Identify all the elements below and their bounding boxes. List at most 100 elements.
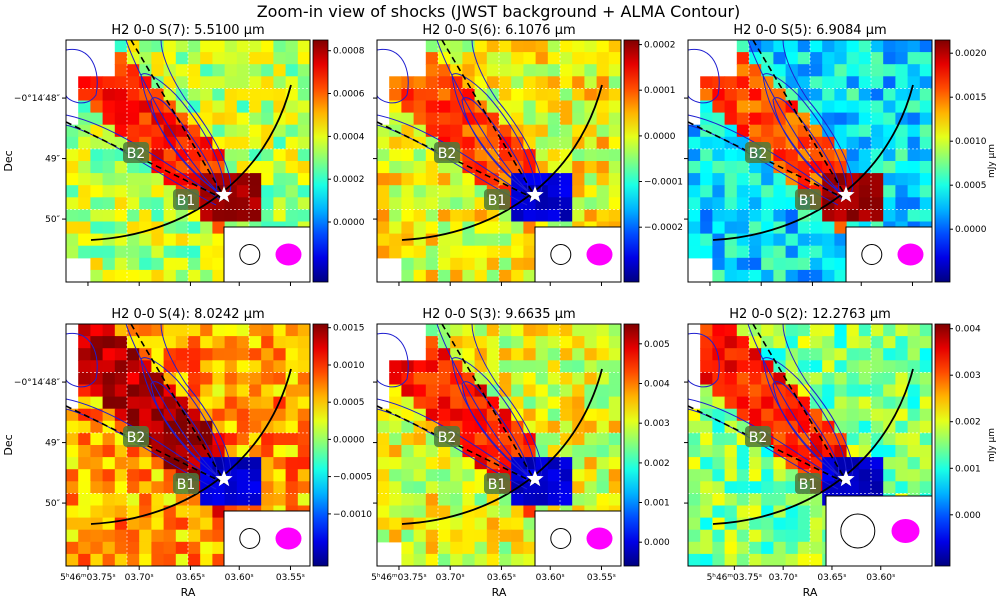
heatmap-pixel xyxy=(810,517,823,531)
heatmap-pixel xyxy=(596,469,610,482)
label-b2: B2 xyxy=(127,146,146,162)
panel-title: H2 0-0 S(6): 6.1076 µm xyxy=(422,23,575,38)
heatmap-pixel xyxy=(285,112,299,126)
heatmap-pixel xyxy=(175,445,189,458)
heatmap-pixel xyxy=(712,209,726,223)
heatmap-pixel xyxy=(919,372,932,386)
heatmap-pixel xyxy=(236,40,250,53)
heatmap-pixel xyxy=(261,100,274,114)
outflow-edge-dashed xyxy=(752,324,849,485)
heatmap-pixel xyxy=(736,396,750,410)
heatmap-pixel xyxy=(273,372,287,386)
heatmap-pixel xyxy=(736,257,750,271)
heatmap-pixel xyxy=(188,76,201,89)
x-tick-label: 03.65ˢ xyxy=(487,573,516,583)
heatmap-pixel xyxy=(212,64,226,77)
heatmap-pixel xyxy=(608,469,621,482)
heatmap-pixel xyxy=(249,336,262,349)
heatmap-pixel xyxy=(401,481,415,494)
heatmap-pixel xyxy=(425,185,439,198)
heatmap-pixel xyxy=(724,336,738,349)
heatmap-pixel xyxy=(102,481,116,494)
heatmap-pixel xyxy=(871,185,884,198)
heatmap-pixel xyxy=(450,553,463,566)
axes-frame xyxy=(376,323,622,567)
heatmap-pixel xyxy=(883,161,896,174)
heatmap-pixel xyxy=(175,233,189,247)
heatmap-pixel xyxy=(907,52,921,65)
heatmap-pixel xyxy=(871,348,884,361)
heatmap-pixel xyxy=(273,88,287,102)
heatmap-pixel xyxy=(188,269,201,282)
heatmap-pixel xyxy=(499,517,512,531)
heatmap-pixel xyxy=(871,52,884,65)
heatmap-pixel xyxy=(907,100,921,114)
heatmap-pixel xyxy=(724,124,738,138)
heatmap-pixel xyxy=(377,469,390,482)
heatmap-pixel xyxy=(66,185,79,198)
heatmap-pixel xyxy=(425,64,439,77)
heatmap-pixel xyxy=(297,432,310,446)
heatmap-pixel xyxy=(584,76,598,89)
heatmap-pixel xyxy=(596,445,610,458)
heatmap-pixel xyxy=(261,481,274,494)
heatmap-pixel xyxy=(102,124,116,138)
heatmap-pixel xyxy=(834,148,848,162)
heatmap-pixel xyxy=(200,553,213,566)
heatmap-pixel xyxy=(413,553,427,566)
heatmap-pixel xyxy=(523,197,537,210)
heatmap-pixel xyxy=(127,517,140,531)
heatmap-pixel xyxy=(749,529,762,543)
label-b2: B2 xyxy=(438,430,457,446)
heatmap-pixel xyxy=(810,348,823,361)
heatmap-pixel xyxy=(90,221,104,235)
heatmap-pixel xyxy=(919,88,932,102)
heatmap-pixel xyxy=(261,76,274,89)
heatmap-pixel xyxy=(895,173,909,186)
heatmap-pixel xyxy=(688,209,701,223)
heatmap-pixel xyxy=(761,493,774,507)
heatmap-pixel xyxy=(810,336,823,349)
heatmap-pixel xyxy=(236,336,250,349)
heatmap-pixel xyxy=(858,112,872,126)
heatmap-pixel xyxy=(785,40,799,53)
heatmap-pixel xyxy=(511,445,524,458)
heatmap-pixel xyxy=(523,64,537,77)
heatmap-pixel xyxy=(249,112,262,126)
heatmap-pixel xyxy=(688,420,701,434)
heatmap-pixel xyxy=(389,112,402,126)
x-axis-label: RA xyxy=(492,586,507,599)
heatmap-pixel xyxy=(547,173,561,186)
heatmap-pixel xyxy=(224,432,238,446)
heatmap-pixel xyxy=(785,529,799,543)
heatmap-pixel xyxy=(413,372,427,386)
heatmap-pixel xyxy=(523,541,537,555)
heatmap-pixel xyxy=(700,336,713,349)
heatmap-pixel xyxy=(584,161,598,174)
heatmap-pixel xyxy=(78,112,91,126)
heatmap-pixel xyxy=(584,457,598,470)
heatmap-pixel xyxy=(188,517,201,531)
heatmap-pixel xyxy=(273,136,287,150)
heatmap-pixel xyxy=(389,161,402,174)
heatmap-pixel xyxy=(724,445,738,458)
heatmap-pixel xyxy=(499,233,512,247)
heatmap-pixel xyxy=(188,52,201,65)
heatmap-pixel xyxy=(188,384,201,398)
heatmap-pixel xyxy=(114,88,128,102)
heatmap-pixel xyxy=(90,493,104,507)
heatmap-pixel xyxy=(785,148,799,162)
heatmap-pixel xyxy=(547,324,561,337)
heatmap-pixel xyxy=(102,396,116,410)
heatmap-pixel xyxy=(749,469,762,482)
heatmap-pixel xyxy=(273,420,287,434)
heatmap-pixel xyxy=(249,40,262,53)
heatmap-pixel xyxy=(834,257,848,271)
heatmap-pixel xyxy=(700,197,713,210)
y-axis-label: Dec xyxy=(2,434,15,455)
heatmap-pixel xyxy=(413,197,427,210)
heatmap-pixel xyxy=(200,493,213,507)
heatmap-pixel xyxy=(883,432,896,446)
heatmap-pixel xyxy=(114,269,128,282)
heatmap-pixel xyxy=(761,233,774,247)
